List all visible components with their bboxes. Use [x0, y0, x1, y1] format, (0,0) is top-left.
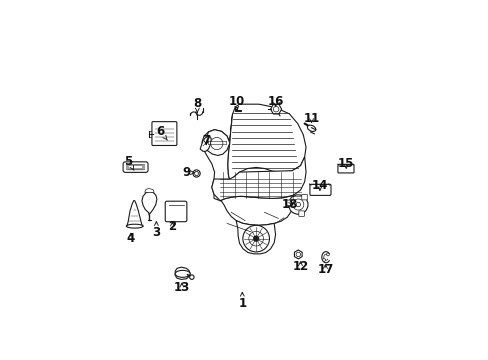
Polygon shape	[236, 221, 275, 254]
Ellipse shape	[175, 270, 190, 277]
Text: 14: 14	[311, 179, 327, 192]
Polygon shape	[142, 192, 157, 215]
Circle shape	[253, 236, 259, 242]
Text: 7: 7	[202, 134, 210, 147]
Polygon shape	[200, 136, 211, 151]
Text: 16: 16	[267, 95, 283, 108]
Text: 5: 5	[124, 154, 134, 170]
Ellipse shape	[126, 224, 143, 228]
Text: 4: 4	[126, 232, 135, 245]
Ellipse shape	[307, 125, 315, 131]
Polygon shape	[294, 250, 302, 259]
Circle shape	[288, 195, 307, 214]
Circle shape	[322, 258, 325, 261]
Polygon shape	[202, 114, 232, 201]
FancyBboxPatch shape	[152, 122, 177, 145]
Circle shape	[210, 138, 223, 150]
Circle shape	[194, 172, 198, 175]
Polygon shape	[211, 157, 305, 201]
Polygon shape	[175, 267, 190, 279]
Text: 6: 6	[156, 125, 167, 140]
Circle shape	[193, 170, 200, 177]
Polygon shape	[126, 201, 143, 226]
Text: 17: 17	[317, 264, 333, 276]
FancyBboxPatch shape	[285, 200, 291, 206]
Circle shape	[295, 202, 300, 207]
Circle shape	[326, 253, 328, 256]
Polygon shape	[203, 130, 229, 156]
Polygon shape	[270, 104, 281, 114]
Polygon shape	[144, 188, 154, 192]
Text: 12: 12	[292, 260, 308, 273]
FancyBboxPatch shape	[309, 184, 330, 195]
Text: 11: 11	[303, 112, 319, 125]
Text: 1: 1	[238, 292, 246, 310]
Circle shape	[273, 107, 278, 112]
Circle shape	[189, 275, 194, 279]
Circle shape	[292, 199, 303, 210]
Polygon shape	[220, 195, 293, 225]
Text: 3: 3	[152, 222, 160, 239]
FancyBboxPatch shape	[123, 162, 148, 172]
Text: 9: 9	[182, 166, 194, 179]
Text: 18: 18	[281, 198, 297, 211]
FancyBboxPatch shape	[165, 201, 186, 222]
Polygon shape	[227, 104, 305, 180]
FancyBboxPatch shape	[337, 164, 353, 173]
Text: 8: 8	[193, 97, 201, 113]
Circle shape	[243, 225, 269, 252]
FancyBboxPatch shape	[298, 211, 304, 216]
Text: 15: 15	[337, 157, 354, 170]
Text: 13: 13	[173, 281, 190, 294]
Text: 2: 2	[168, 220, 176, 233]
Text: 10: 10	[228, 95, 244, 111]
Polygon shape	[234, 107, 241, 111]
Circle shape	[295, 252, 300, 257]
FancyBboxPatch shape	[301, 194, 306, 200]
